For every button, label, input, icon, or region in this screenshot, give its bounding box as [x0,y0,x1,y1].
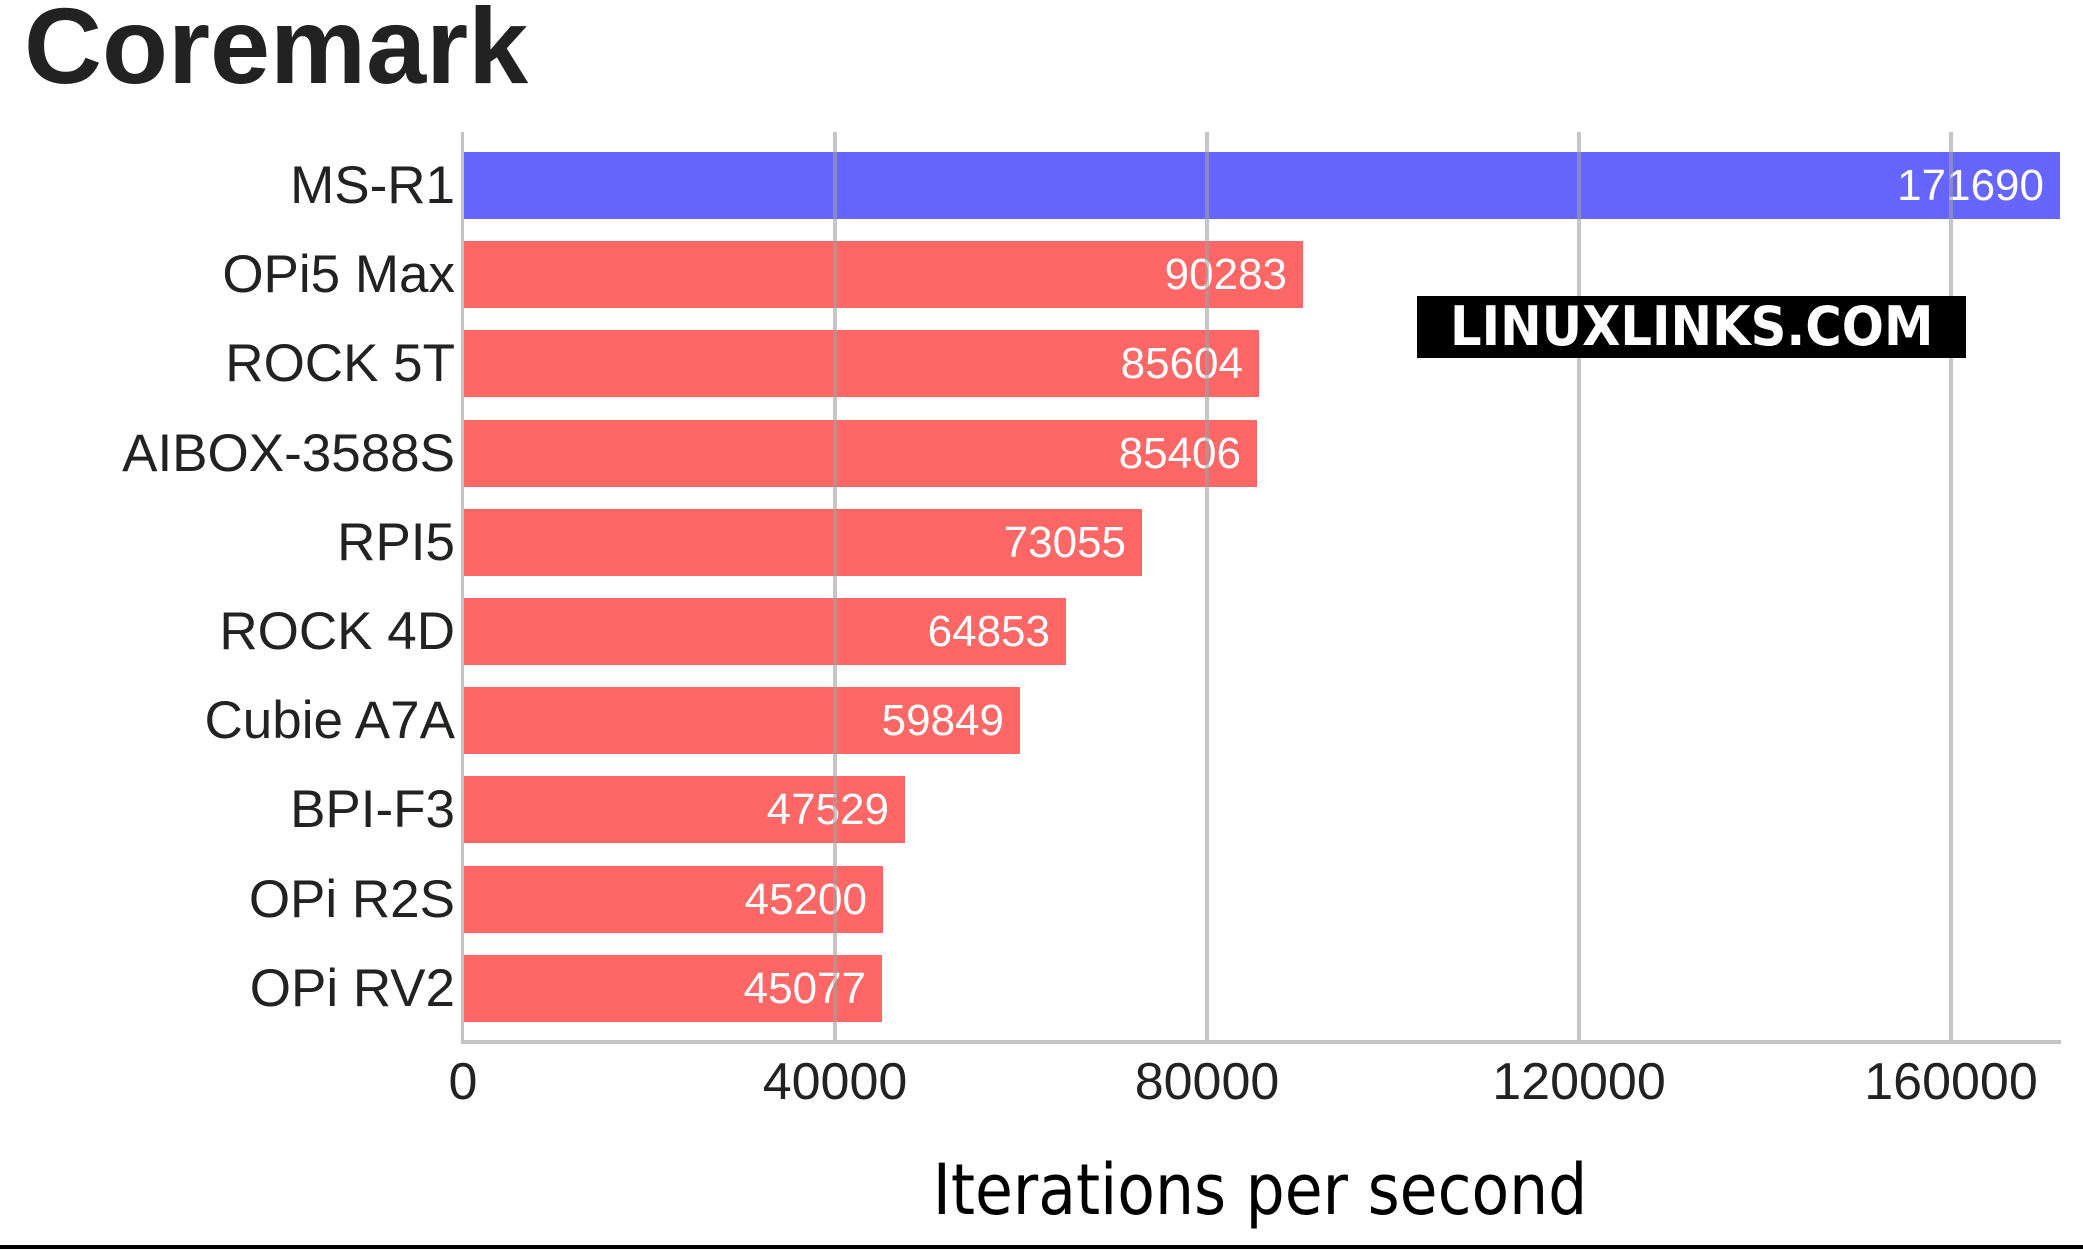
bar-value-label: 64853 [927,607,1050,656]
bar: 47529 [463,776,905,843]
category-label: AIBOX-3588S [122,424,455,483]
x-tick-label: 0 [448,1053,478,1111]
category-label: Cubie A7A [204,691,455,750]
watermark-text: LINUXLINKS.COM [1449,296,1934,358]
bar-value-label: 59849 [881,696,1004,745]
bar-value-label: 45077 [743,964,866,1013]
bar-value-label: 90283 [1164,250,1287,299]
bar: 85604 [463,330,1259,397]
bar-value-label: 47529 [766,785,889,834]
bar: 171690 [463,152,2060,219]
x-axis-title: Iterations per second [932,1149,1588,1231]
category-label: OPi5 Max [222,245,455,304]
gridline-80000 [1205,132,1209,1042]
x-tick-label: 120000 [1492,1053,1666,1111]
x-tick-label: 160000 [1864,1053,2038,1111]
category-label: OPi R2S [248,870,455,929]
bar: 73055 [463,509,1142,576]
gridline-160000 [1949,132,1953,1042]
category-label: BPI-F3 [290,780,455,839]
bar-value-label: 45200 [744,875,867,924]
bar: 59849 [463,687,1020,754]
category-label: ROCK 5T [225,334,455,393]
y-axis-line [461,132,464,1044]
bar-value-label: 171690 [1897,161,2044,210]
bottom-rule [0,1245,2083,1249]
bar: 45200 [463,866,883,933]
bar-value-label: 85604 [1120,339,1243,388]
gridline-120000 [1577,132,1581,1042]
bar: 90283 [463,241,1303,308]
bar-value-label: 85406 [1118,429,1241,478]
chart-title: Coremark [24,0,529,106]
gridline-40000 [833,132,837,1042]
linuxlinks-watermark: LINUXLINKS.COM [1417,296,1966,358]
bar-value-label: 73055 [1003,518,1126,567]
bar: 45077 [463,955,882,1022]
category-label: RPI5 [337,513,455,572]
category-label: ROCK 4D [219,602,455,661]
bar: 85406 [463,420,1257,487]
category-label: OPi RV2 [249,959,455,1018]
bar: 64853 [463,598,1066,665]
x-tick-label: 80000 [1134,1053,1280,1111]
x-tick-label: 40000 [762,1053,908,1111]
category-label: MS-R1 [290,156,455,215]
x-axis-line [461,1040,2061,1044]
